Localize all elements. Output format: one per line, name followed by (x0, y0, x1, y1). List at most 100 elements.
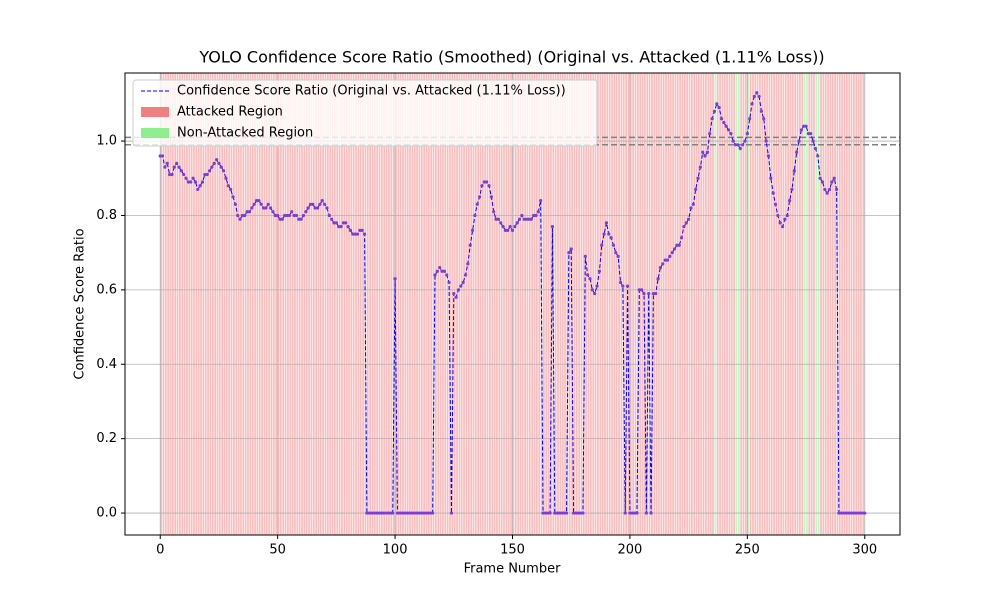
attacked-span (221, 73, 224, 535)
data-point (766, 154, 771, 158)
attacked-span (547, 73, 550, 535)
data-point (280, 217, 284, 221)
attacked-span (627, 73, 630, 535)
data-point (487, 184, 491, 188)
attacked-span (688, 73, 691, 535)
data-point (463, 273, 468, 277)
attacked-span (784, 73, 787, 535)
data-point (219, 165, 223, 169)
data-point (168, 172, 172, 177)
data-point (240, 213, 245, 218)
x-tick-label: 50 (269, 543, 286, 558)
attacked-span (329, 73, 332, 535)
data-point (745, 132, 749, 136)
legend-label: Confidence Score Ratio (Original vs. Att… (177, 84, 566, 99)
attacked-span (348, 73, 350, 535)
data-point (532, 213, 536, 218)
data-point (311, 202, 315, 206)
attacked-span (383, 73, 386, 535)
attacked-span (768, 73, 771, 535)
attacked-span (799, 73, 801, 535)
attacked-span (791, 73, 794, 535)
attacked-span (282, 73, 285, 535)
data-point (834, 187, 839, 192)
data-point (355, 232, 360, 236)
data-point (670, 251, 674, 255)
data-point (323, 202, 327, 206)
data-point (193, 180, 198, 184)
data-point (313, 206, 317, 210)
attacked-span (366, 73, 369, 535)
attacked-span (831, 73, 834, 535)
data-point (299, 217, 303, 221)
attacked-span (644, 73, 646, 535)
attacked-span (430, 73, 433, 535)
data-point (179, 169, 183, 173)
attacked-span (676, 73, 679, 535)
data-point (327, 213, 331, 218)
data-point (701, 150, 705, 154)
data-point (470, 228, 475, 232)
data-point (776, 213, 780, 218)
data-point (574, 511, 578, 515)
data-point (557, 511, 562, 515)
non-attacked-span (803, 73, 806, 535)
attacked-span (707, 73, 710, 535)
attacked-span (712, 73, 714, 535)
attacked-span (451, 73, 454, 535)
data-point (736, 143, 740, 147)
data-point (710, 117, 714, 121)
attacked-span (247, 73, 249, 535)
data-point (452, 291, 456, 296)
data-point (398, 511, 402, 515)
data-point (475, 202, 479, 206)
data-point (207, 169, 212, 173)
attacked-span (606, 73, 609, 535)
attacked-span (265, 73, 268, 535)
attacked-span (399, 73, 402, 535)
attacked-span (341, 73, 343, 535)
attacked-span (843, 73, 846, 535)
attacked-span (646, 73, 649, 535)
data-point (229, 187, 233, 192)
attacked-span (479, 73, 482, 535)
data-point (264, 206, 268, 210)
attacked-span (355, 73, 357, 535)
data-point (438, 265, 442, 270)
non-attacked-span (815, 73, 818, 535)
attacked-span (204, 73, 207, 535)
data-point (445, 273, 449, 277)
data-point (844, 511, 848, 515)
attacked-span (308, 73, 310, 535)
attacked-span (578, 73, 581, 535)
attacked-span (193, 73, 195, 535)
attacked-span (749, 73, 752, 535)
data-point (261, 206, 266, 210)
attacked-span (557, 73, 559, 535)
data-point (672, 247, 677, 251)
data-point (635, 511, 639, 515)
data-point (860, 511, 865, 515)
attacked-span (388, 73, 390, 535)
data-point (442, 269, 446, 273)
attacked-span (702, 73, 705, 535)
attacked-span (439, 73, 442, 535)
data-point (294, 213, 299, 218)
data-point (783, 217, 787, 221)
data-point (250, 206, 254, 210)
attacked-span (507, 73, 510, 535)
attacked-span (716, 73, 719, 535)
attacked-span (728, 73, 731, 535)
data-point (506, 228, 510, 232)
data-point (837, 511, 841, 515)
data-point (708, 132, 712, 136)
data-point (804, 124, 808, 128)
data-point (494, 217, 498, 221)
legend-label: Attacked Region (177, 105, 283, 120)
attacked-span (251, 73, 254, 535)
data-point (555, 511, 559, 515)
attacked-span (472, 73, 475, 535)
attacked-span (794, 73, 797, 535)
data-point (431, 511, 435, 515)
data-point (649, 511, 653, 515)
